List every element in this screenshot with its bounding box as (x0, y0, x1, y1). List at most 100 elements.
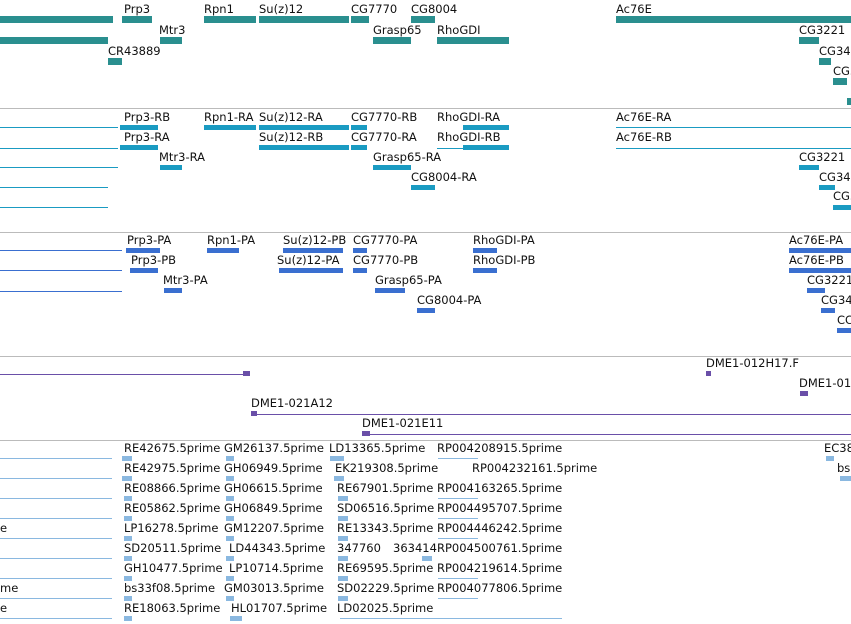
gene-bar[interactable] (847, 98, 851, 105)
est-mark[interactable] (338, 516, 348, 521)
gene-label[interactable]: Grasp65 (373, 23, 422, 37)
est-mark[interactable] (338, 596, 348, 601)
est-label[interactable]: RE42975.5prime (124, 461, 221, 475)
gene-bar[interactable] (0, 16, 113, 23)
transcript-label[interactable]: Grasp65-RA (373, 150, 442, 164)
protein-label[interactable]: Prp3-PB (131, 253, 177, 267)
gene-bar[interactable] (351, 16, 369, 23)
est-mark[interactable] (226, 496, 234, 501)
transcript-line[interactable] (0, 187, 108, 188)
gene-label[interactable]: CG7770 (351, 2, 398, 16)
gene-bar[interactable] (616, 16, 851, 23)
est-label[interactable]: RP004208915.5prime (437, 441, 563, 455)
protein-exon[interactable] (789, 268, 851, 273)
est-label[interactable]: RP004446242.5prime (437, 521, 563, 535)
transcript-exon[interactable] (160, 165, 182, 170)
protein-label[interactable]: CG8004-PA (417, 293, 482, 307)
est-mark[interactable] (124, 596, 132, 601)
est-line[interactable] (438, 498, 478, 499)
est-label[interactable]: 363414 (393, 541, 437, 555)
est-label[interactable]: GM12207.5prime (224, 521, 324, 535)
est-mark[interactable] (338, 496, 348, 501)
transcript-label[interactable]: CG34 (819, 170, 851, 184)
est-mark[interactable] (226, 456, 234, 461)
transcript-line[interactable] (0, 127, 118, 128)
protein-exon[interactable] (283, 248, 343, 253)
est-mark[interactable] (122, 476, 132, 481)
protein-exon[interactable] (473, 248, 497, 253)
protein-label[interactable]: RhoGDI-PB (473, 253, 536, 267)
gene-bar[interactable] (108, 58, 122, 65)
protein-label[interactable]: Prp3-PA (127, 233, 172, 247)
clone-line[interactable] (251, 414, 851, 415)
transcript-label[interactable]: RhoGDI-RA (437, 110, 501, 124)
protein-label[interactable]: CG7770-PA (353, 233, 418, 247)
est-label[interactable]: RP004077806.5prime (437, 581, 563, 595)
est-line[interactable] (340, 618, 562, 619)
protein-label[interactable]: Grasp65-PA (375, 273, 442, 287)
transcript-label[interactable]: Rpn1-RA (204, 110, 254, 124)
gene-bar[interactable] (373, 37, 411, 44)
transcript-exon[interactable] (463, 145, 509, 150)
est-line[interactable] (438, 598, 478, 599)
est-label[interactable]: SD20511.5prime (124, 541, 222, 555)
gene-label[interactable]: CG3 (833, 64, 851, 78)
protein-exon[interactable] (207, 248, 239, 253)
est-label[interactable]: EC38 (824, 441, 851, 455)
est-line[interactable] (0, 498, 112, 499)
transcript-label[interactable]: Prp3-RB (124, 110, 171, 124)
clone-end[interactable] (251, 411, 257, 416)
est-mark[interactable] (122, 456, 132, 461)
clone-end[interactable] (362, 431, 370, 436)
est-line[interactable] (0, 618, 112, 619)
est-mark[interactable] (226, 576, 234, 581)
protein-label[interactable]: Su(z)12-PA (277, 253, 340, 267)
transcript-label[interactable]: Su(z)12-RA (259, 110, 323, 124)
est-label[interactable]: RP004495707.5prime (437, 501, 563, 515)
protein-exon[interactable] (375, 288, 405, 293)
gene-bar[interactable] (437, 37, 509, 44)
est-line[interactable] (0, 558, 112, 559)
est-label[interactable]: SD02229.5prime (337, 581, 435, 595)
est-line[interactable] (0, 478, 112, 479)
protein-label[interactable]: CC (837, 313, 851, 327)
transcript-line[interactable] (0, 167, 118, 168)
est-label[interactable]: me (0, 581, 19, 595)
protein-label[interactable]: Ac76E-PA (789, 233, 844, 247)
gene-bar[interactable] (259, 16, 349, 23)
est-label[interactable]: e (0, 521, 8, 535)
protein-label[interactable]: Ac76E-PB (789, 253, 844, 267)
est-line[interactable] (438, 578, 478, 579)
est-line[interactable] (0, 458, 112, 459)
gene-bar[interactable] (122, 16, 152, 23)
protein-line[interactable] (0, 250, 122, 251)
est-mark[interactable] (226, 596, 234, 601)
est-mark[interactable] (826, 456, 834, 461)
est-label[interactable]: RE42675.5prime (124, 441, 221, 455)
est-line[interactable] (438, 458, 478, 459)
gene-bar[interactable] (819, 58, 831, 65)
est-label[interactable]: LD13365.5prime (329, 441, 426, 455)
gene-bar[interactable] (833, 78, 847, 85)
gene-label[interactable]: CG34 (819, 44, 851, 58)
protein-label[interactable]: CG7770-PB (353, 253, 419, 267)
protein-exon[interactable] (353, 248, 367, 253)
transcript-label[interactable]: Ac76E-RA (616, 110, 672, 124)
transcript-exon[interactable] (120, 145, 158, 150)
gene-label[interactable]: Mtr3 (159, 23, 186, 37)
est-label[interactable]: EK219308.5prime (335, 461, 439, 475)
est-label[interactable]: RE08866.5prime (124, 481, 221, 495)
est-mark[interactable] (124, 576, 132, 581)
est-mark[interactable] (124, 536, 132, 541)
protein-label[interactable]: Rpn1-PA (207, 233, 256, 247)
est-label[interactable]: RP004163265.5prime (437, 481, 563, 495)
gene-label[interactable]: Prp3 (124, 2, 151, 16)
est-mark[interactable] (330, 456, 344, 461)
est-line[interactable] (0, 598, 112, 599)
protein-label[interactable]: CG34 (821, 293, 851, 307)
est-label[interactable]: RE13343.5prime (337, 521, 434, 535)
gene-label[interactable]: CG8004 (411, 2, 458, 16)
est-mark[interactable] (840, 476, 851, 481)
est-line[interactable] (0, 518, 112, 519)
est-mark[interactable] (226, 476, 234, 481)
